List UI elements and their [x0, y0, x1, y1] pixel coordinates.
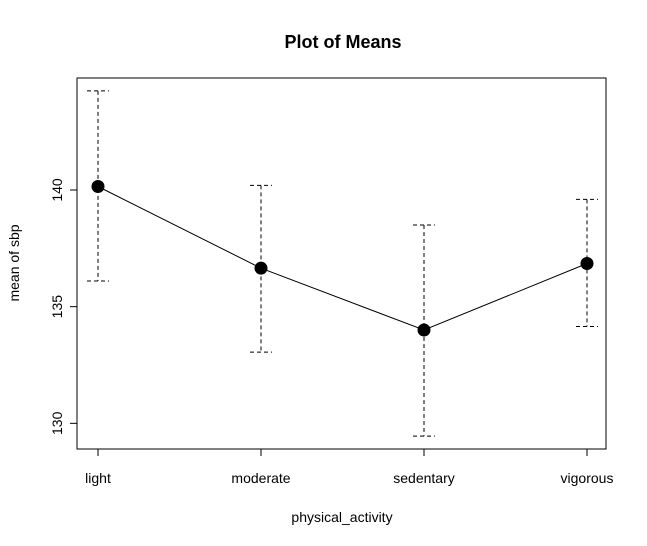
error-bar	[87, 90, 109, 282]
series-line	[97, 186, 588, 331]
x-tick-label: vigorous	[561, 470, 614, 486]
y-axis-label: mean of sbp	[6, 224, 22, 301]
mean-point	[91, 180, 105, 193]
plot-area-frame	[76, 77, 607, 450]
mean-point	[254, 261, 268, 275]
y-axis: 130 135 140	[49, 178, 78, 435]
x-axis: light moderate sedentary vigorous	[85, 448, 614, 486]
mean-point	[417, 323, 431, 337]
x-tick-label: moderate	[231, 470, 290, 486]
x-tick-label: sedentary	[393, 470, 454, 486]
error-bars	[87, 90, 598, 437]
error-bar	[250, 184, 272, 353]
y-tick-label: 130	[49, 411, 65, 435]
x-axis-label: physical_activity	[291, 509, 392, 525]
x-tick-label: light	[85, 470, 111, 486]
y-tick-label: 135	[49, 295, 65, 319]
mean-points	[91, 180, 594, 337]
chart-title: Plot of Means	[284, 32, 401, 52]
mean-point	[580, 257, 594, 270]
y-tick-label: 140	[49, 178, 65, 202]
